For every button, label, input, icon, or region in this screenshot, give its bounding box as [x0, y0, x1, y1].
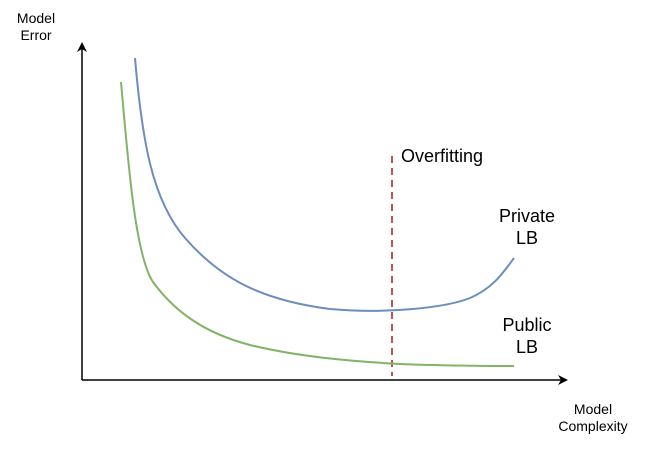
x-axis-label: Model Complexity: [538, 401, 648, 435]
public-lb-label: Public LB: [484, 315, 570, 358]
y-axis-label-line-1: Model: [16, 10, 56, 26]
private-lb-label-line-1: Private: [498, 206, 556, 226]
public-lb-label-line-2: LB: [515, 336, 539, 357]
y-axis-label-line-2: Error: [20, 26, 52, 43]
overfitting-label: Overfitting: [401, 146, 484, 166]
private-lb-label-line-2: LB: [515, 227, 539, 248]
private-lb-label: Private LB: [484, 206, 570, 249]
private-lb-curve: [134, 57, 515, 312]
x-axis-label-line-1: Model: [573, 401, 613, 417]
y-axis-label: Model Error: [14, 10, 58, 44]
public-lb-curve: [120, 81, 515, 367]
x-axis-label-line-2: Complexity: [558, 417, 628, 434]
public-lb-label-line-1: Public: [502, 315, 552, 335]
